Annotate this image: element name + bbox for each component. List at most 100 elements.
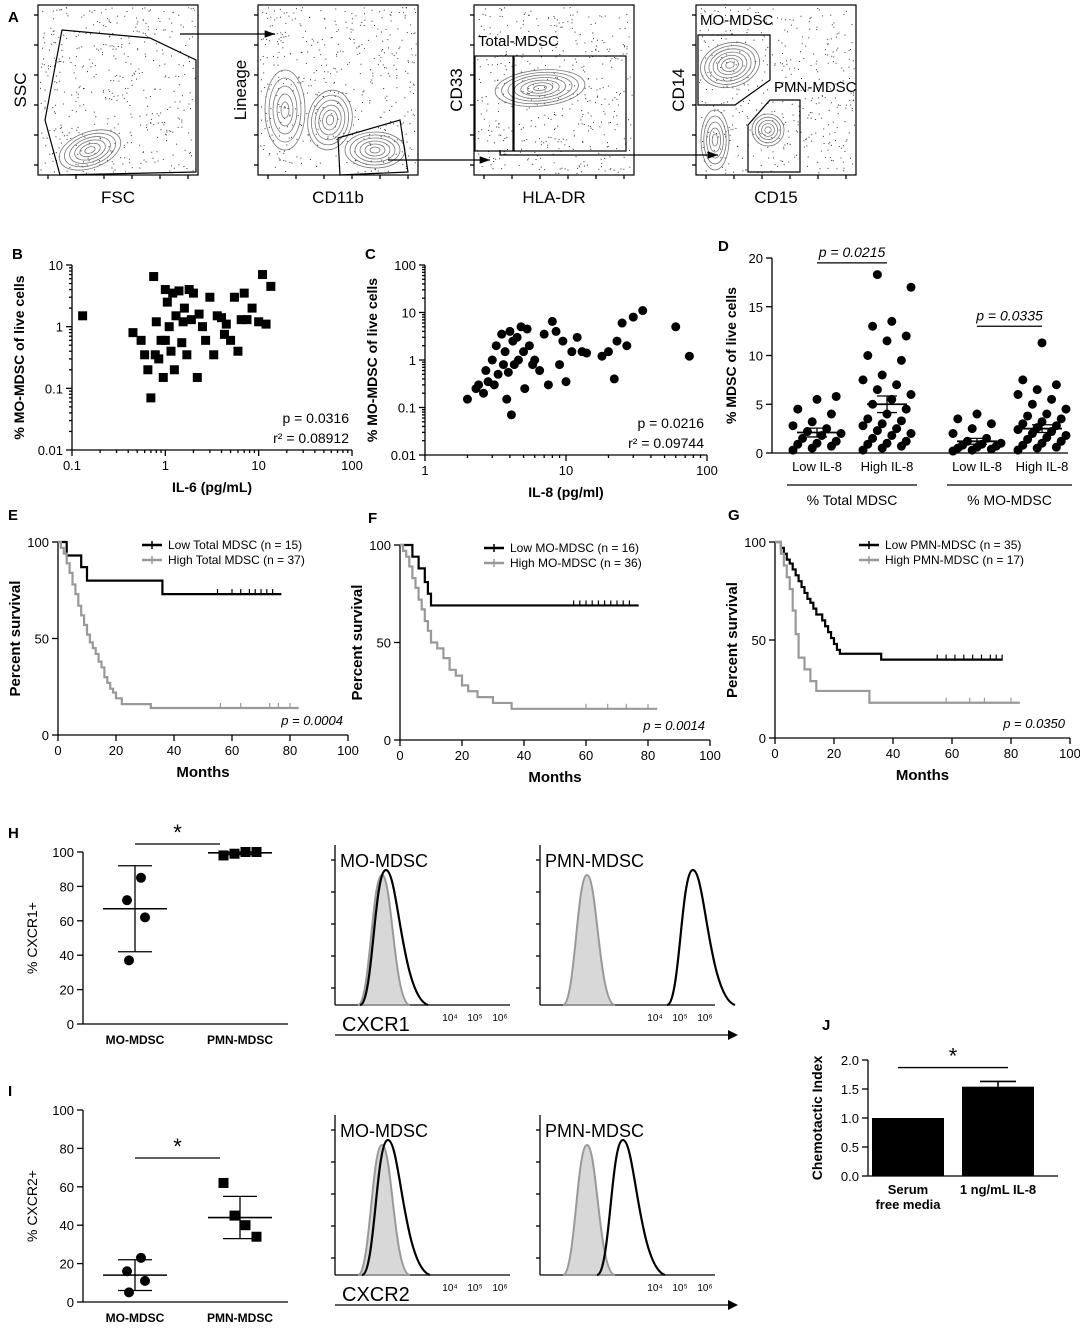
event-dot	[505, 153, 507, 155]
event-dot	[411, 109, 413, 111]
event-dot	[404, 97, 406, 99]
event-dot	[102, 91, 104, 93]
event-dot	[818, 172, 820, 174]
event-dot	[381, 50, 383, 52]
event-dot	[311, 44, 313, 46]
histogram-title: MO-MDSC	[340, 851, 428, 871]
event-dot	[803, 140, 805, 142]
event-dot	[85, 109, 87, 111]
event-dot	[587, 130, 589, 132]
event-dot	[843, 70, 845, 72]
event-dot	[389, 14, 391, 16]
event-dot	[489, 16, 491, 18]
event-dot	[90, 66, 92, 68]
data-point	[872, 426, 882, 436]
event-dot	[711, 54, 713, 56]
event-dot	[55, 128, 57, 130]
event-dot	[511, 130, 513, 132]
data-point	[503, 367, 513, 377]
event-dot	[263, 144, 265, 146]
event-dot	[483, 118, 485, 120]
event-dot	[331, 36, 333, 38]
event-dot	[194, 9, 196, 11]
data-point	[179, 303, 189, 313]
event-dot	[793, 88, 795, 90]
event-dot	[547, 144, 549, 146]
event-dot	[192, 67, 194, 69]
event-dot	[511, 65, 513, 67]
bar	[962, 1086, 1034, 1176]
event-dot	[68, 132, 70, 134]
x-tick-label: 100	[337, 743, 359, 758]
data-point	[877, 370, 887, 380]
event-dot	[292, 90, 294, 92]
event-dot	[702, 147, 704, 149]
event-dot	[551, 50, 553, 52]
event-dot	[792, 19, 794, 21]
event-dot	[113, 80, 115, 82]
event-dot	[69, 166, 71, 168]
event-dot	[504, 153, 506, 155]
x-tick-label: 60	[225, 743, 239, 758]
event-dot	[725, 14, 727, 16]
data-point	[505, 326, 515, 336]
density-contour	[84, 146, 96, 154]
event-dot	[105, 8, 107, 10]
event-dot	[537, 25, 539, 27]
event-dot	[289, 161, 291, 163]
event-dot	[266, 57, 268, 59]
event-dot	[287, 107, 289, 109]
event-dot	[618, 17, 620, 19]
event-dot	[613, 116, 615, 118]
event-dot	[352, 29, 354, 31]
event-dot	[318, 91, 320, 93]
event-dot	[772, 54, 774, 56]
event-dot	[382, 49, 384, 51]
event-dot	[833, 56, 835, 58]
data-point	[168, 288, 178, 298]
x-tick-label: 0	[771, 746, 778, 761]
event-dot	[760, 133, 762, 135]
event-dot	[700, 13, 702, 15]
dot-series	[1013, 338, 1071, 455]
event-dot	[339, 104, 341, 106]
data-point	[479, 388, 489, 398]
event-dot	[167, 108, 169, 110]
event-dot	[774, 63, 776, 65]
data-point	[178, 317, 188, 327]
event-dot	[404, 70, 406, 72]
event-dot	[541, 141, 543, 143]
event-dot	[194, 26, 196, 28]
event-dot	[131, 84, 133, 86]
event-dot	[402, 122, 404, 124]
event-dot	[786, 31, 788, 33]
data-point	[901, 404, 911, 414]
y-tick-label: 100	[394, 258, 416, 273]
event-dot	[52, 30, 54, 32]
event-dot	[604, 15, 606, 17]
event-dot	[315, 133, 317, 135]
event-dot	[816, 29, 818, 31]
event-dot	[608, 122, 610, 124]
category-label: Low IL-8	[952, 459, 1002, 474]
event-dot	[49, 153, 51, 155]
event-dot	[554, 128, 556, 130]
event-dot	[836, 49, 838, 51]
event-dot	[798, 105, 800, 107]
event-dot	[319, 162, 321, 164]
p-value: p = 0.0216	[637, 415, 704, 431]
event-dot	[844, 34, 846, 36]
event-dot	[162, 53, 164, 55]
event-dot	[736, 41, 738, 43]
event-dot	[380, 127, 382, 129]
event-dot	[327, 136, 329, 138]
event-dot	[108, 19, 110, 21]
event-dot	[327, 137, 329, 139]
y-tick-label: 10	[749, 349, 763, 364]
event-dot	[500, 63, 502, 65]
event-dot	[115, 48, 117, 50]
event-dot	[282, 83, 284, 85]
x-axis-label: IL-8 (pg/ml)	[528, 484, 603, 500]
event-dot	[784, 29, 786, 31]
